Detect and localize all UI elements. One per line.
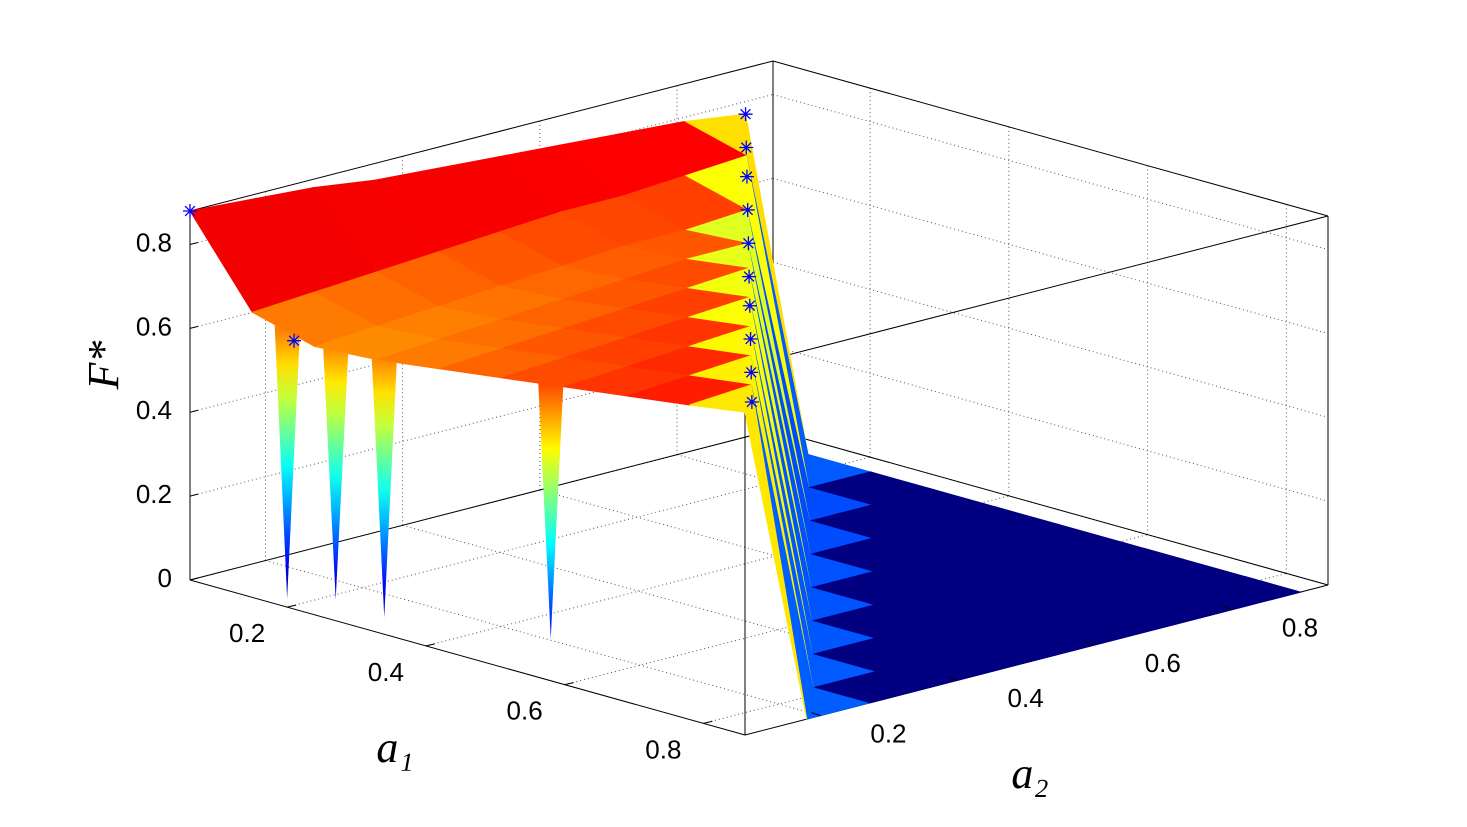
z-tick-label: 0.8 — [136, 227, 172, 257]
tick-mark — [425, 643, 435, 647]
star-marker — [183, 204, 197, 218]
star-marker — [744, 365, 759, 380]
box-edge — [189, 579, 746, 736]
z-tick-label: 0 — [158, 563, 172, 593]
tick-mark — [1085, 641, 1095, 646]
tick-mark — [703, 720, 713, 724]
x-tick-label: 0.8 — [645, 734, 681, 764]
star-marker — [739, 169, 754, 184]
star-marker — [738, 107, 753, 122]
grid-line — [772, 177, 1329, 334]
tick-mark — [948, 676, 958, 681]
tick-mark — [189, 325, 199, 329]
y-tick-label: 0.8 — [1282, 613, 1318, 643]
star-marker — [739, 140, 754, 155]
grid-line — [772, 261, 1329, 418]
tick-mark — [811, 712, 821, 717]
x-tick-label: 0.6 — [507, 696, 543, 726]
star-marker — [287, 333, 302, 348]
x-axis-label: a₁ — [376, 723, 413, 772]
x-tick-label: 0.2 — [229, 618, 265, 648]
grid-line — [425, 495, 1009, 647]
grid-line — [772, 94, 1329, 251]
z-axis-label: F* — [79, 341, 128, 391]
z-tick-label: 0.6 — [136, 311, 172, 341]
grid-line — [265, 560, 821, 717]
tick-mark — [189, 409, 199, 413]
star-marker — [740, 202, 755, 217]
y-tick-label: 0.6 — [1145, 648, 1181, 678]
surface-spike — [323, 348, 349, 600]
tick-mark — [287, 604, 297, 608]
box-edge — [772, 429, 1329, 586]
box-edge — [189, 60, 774, 212]
z-tick-label: 0.4 — [136, 395, 172, 425]
y-axis-label: a₂ — [1011, 749, 1048, 798]
surface-spike — [538, 383, 564, 639]
tick-mark — [189, 577, 199, 581]
star-marker — [744, 394, 759, 409]
surface-spike — [274, 324, 300, 599]
tick-mark — [1222, 606, 1233, 611]
star-marker — [743, 332, 758, 347]
box-edge — [772, 60, 1329, 217]
surface-patch — [689, 384, 808, 720]
y-tick-label: 0.4 — [1008, 683, 1044, 713]
tick-mark — [189, 242, 199, 246]
z-tick-label: 0.2 — [136, 479, 172, 509]
x-tick-label: 0.4 — [368, 657, 404, 687]
star-marker — [741, 236, 756, 251]
y-tick-label: 0.2 — [870, 718, 906, 748]
surface-spike — [371, 358, 397, 618]
grid-line — [772, 345, 1329, 502]
star-marker — [742, 298, 757, 313]
star-marker — [742, 269, 757, 284]
tick-mark — [189, 493, 199, 497]
tick-mark — [564, 682, 574, 686]
box-edge — [744, 215, 1329, 367]
